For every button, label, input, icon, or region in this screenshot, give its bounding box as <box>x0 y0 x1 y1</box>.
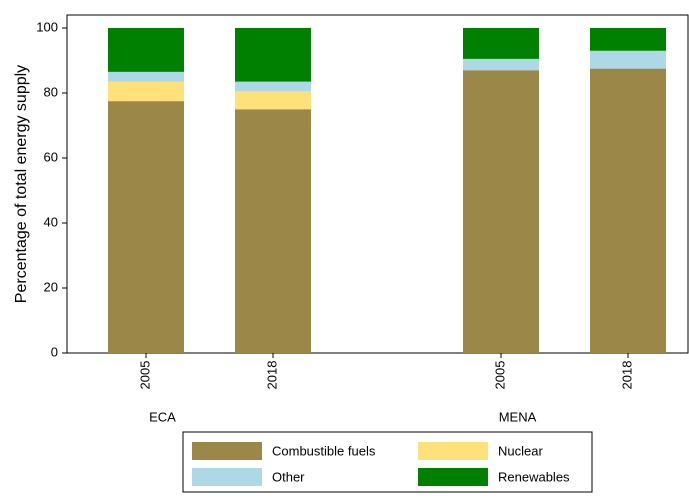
y-tick-label: 40 <box>44 214 58 229</box>
x-tick-label: 2018 <box>264 361 279 390</box>
legend-swatch <box>192 442 262 460</box>
bar-segment <box>108 28 184 72</box>
bar-segment <box>463 58 539 71</box>
bar-segment <box>590 28 666 51</box>
y-tick-label: 100 <box>36 19 58 34</box>
bar-segment <box>108 81 184 102</box>
y-tick-label: 80 <box>44 84 58 99</box>
legend-label: Combustible fuels <box>272 443 376 458</box>
x-tick-label: 2005 <box>137 361 152 390</box>
group-label: ECA <box>149 409 176 424</box>
y-tick-label: 20 <box>44 279 58 294</box>
y-tick-label: 60 <box>44 149 58 164</box>
bar-segment <box>235 109 311 353</box>
x-tick-label: 2018 <box>619 361 634 390</box>
bar-segment <box>590 50 666 69</box>
group-label: MENA <box>499 409 537 424</box>
bar-segment <box>108 101 184 353</box>
y-tick-label: 0 <box>51 344 58 359</box>
x-tick-label: 2005 <box>492 361 507 390</box>
bar-segment <box>590 68 666 353</box>
bar-segment <box>108 71 184 82</box>
bar-segment <box>463 70 539 353</box>
legend-label: Other <box>272 469 305 484</box>
legend-swatch <box>192 468 262 486</box>
bar-segment <box>235 28 311 82</box>
legend-label: Nuclear <box>498 443 543 458</box>
y-axis-title: Percentage of total energy supply <box>13 65 30 303</box>
bar-segment <box>463 28 539 59</box>
bar-segment <box>235 81 311 92</box>
legend-swatch <box>418 468 488 486</box>
legend-swatch <box>418 442 488 460</box>
plot-frame <box>66 14 689 354</box>
bar-segment <box>235 91 311 110</box>
legend-label: Renewables <box>498 469 570 484</box>
